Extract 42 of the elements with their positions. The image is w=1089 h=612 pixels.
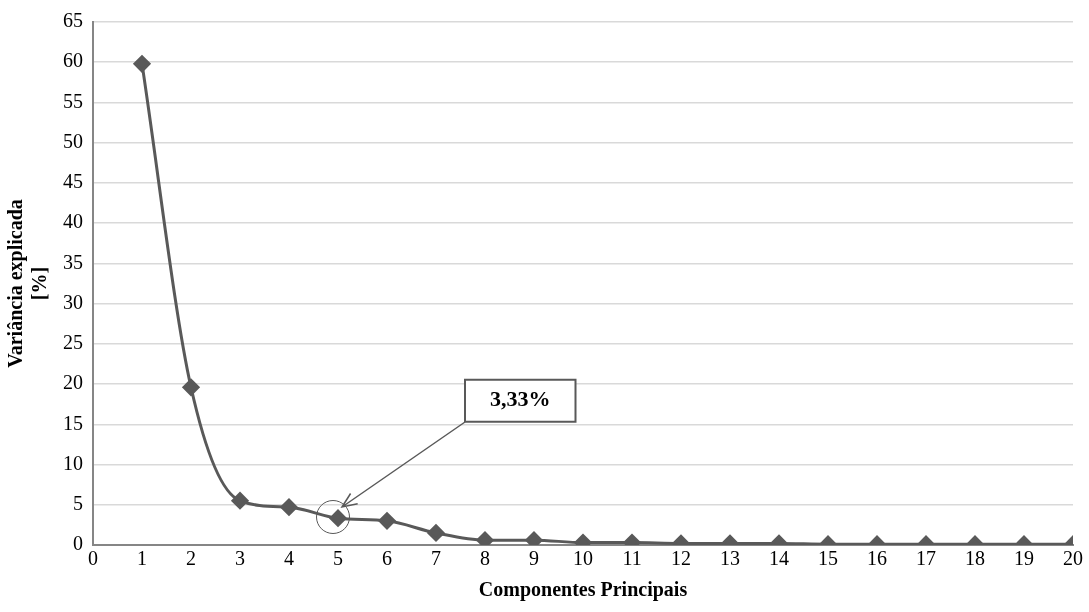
x-tick-label: 4 (284, 547, 294, 570)
x-tick-label: 1 (137, 547, 147, 570)
x-tick-label: 0 (88, 547, 98, 570)
x-axis-title: Componentes Principais (478, 578, 688, 602)
y-tick-label: 15 (63, 411, 83, 434)
x-tick-label: 19 (1014, 547, 1034, 570)
x-tick-label: 18 (965, 547, 985, 570)
y-axis-title: Variância explicada [%] (4, 199, 51, 368)
x-tick-label: 20 (1063, 547, 1083, 570)
y-tick-label: 0 (73, 532, 83, 555)
y-tick-label: 20 (63, 371, 83, 394)
x-tick-label: 10 (573, 547, 593, 570)
y-tick-label: 40 (63, 210, 83, 233)
y-tick-label: 60 (63, 49, 83, 72)
point (525, 531, 543, 545)
y-tick-label: 45 (63, 170, 83, 193)
x-tick-label: 9 (529, 547, 539, 570)
y-tick-label: 25 (63, 331, 83, 354)
y-tick-label: 35 (63, 250, 83, 273)
annotation: 3,33% (490, 386, 551, 412)
point (133, 55, 151, 73)
x-tick-label: 16 (867, 547, 887, 570)
y-tick-label: 30 (63, 290, 83, 313)
x-tick-label: 3 (235, 547, 245, 570)
y-tick-label: 50 (63, 129, 83, 152)
x-tick-label: 6 (382, 547, 392, 570)
x-tick-label: 8 (480, 547, 490, 570)
x-tick-label: 7 (431, 547, 441, 570)
point (476, 531, 494, 545)
x-tick-label: 11 (622, 547, 642, 570)
x-tick-label: 12 (671, 547, 691, 570)
x-tick-label: 15 (818, 547, 838, 570)
y-tick-label: 65 (63, 9, 83, 32)
y-tick-label: 5 (73, 492, 83, 515)
y-tick-label: 55 (63, 89, 83, 112)
x-tick-label: 2 (186, 547, 196, 570)
x-tick-label: 13 (720, 547, 740, 570)
x-tick-label: 5 (333, 547, 343, 570)
y-tick-label: 10 (63, 451, 83, 474)
x-tick-label: 14 (769, 547, 789, 570)
x-tick-label: 17 (916, 547, 936, 570)
point (182, 378, 200, 396)
